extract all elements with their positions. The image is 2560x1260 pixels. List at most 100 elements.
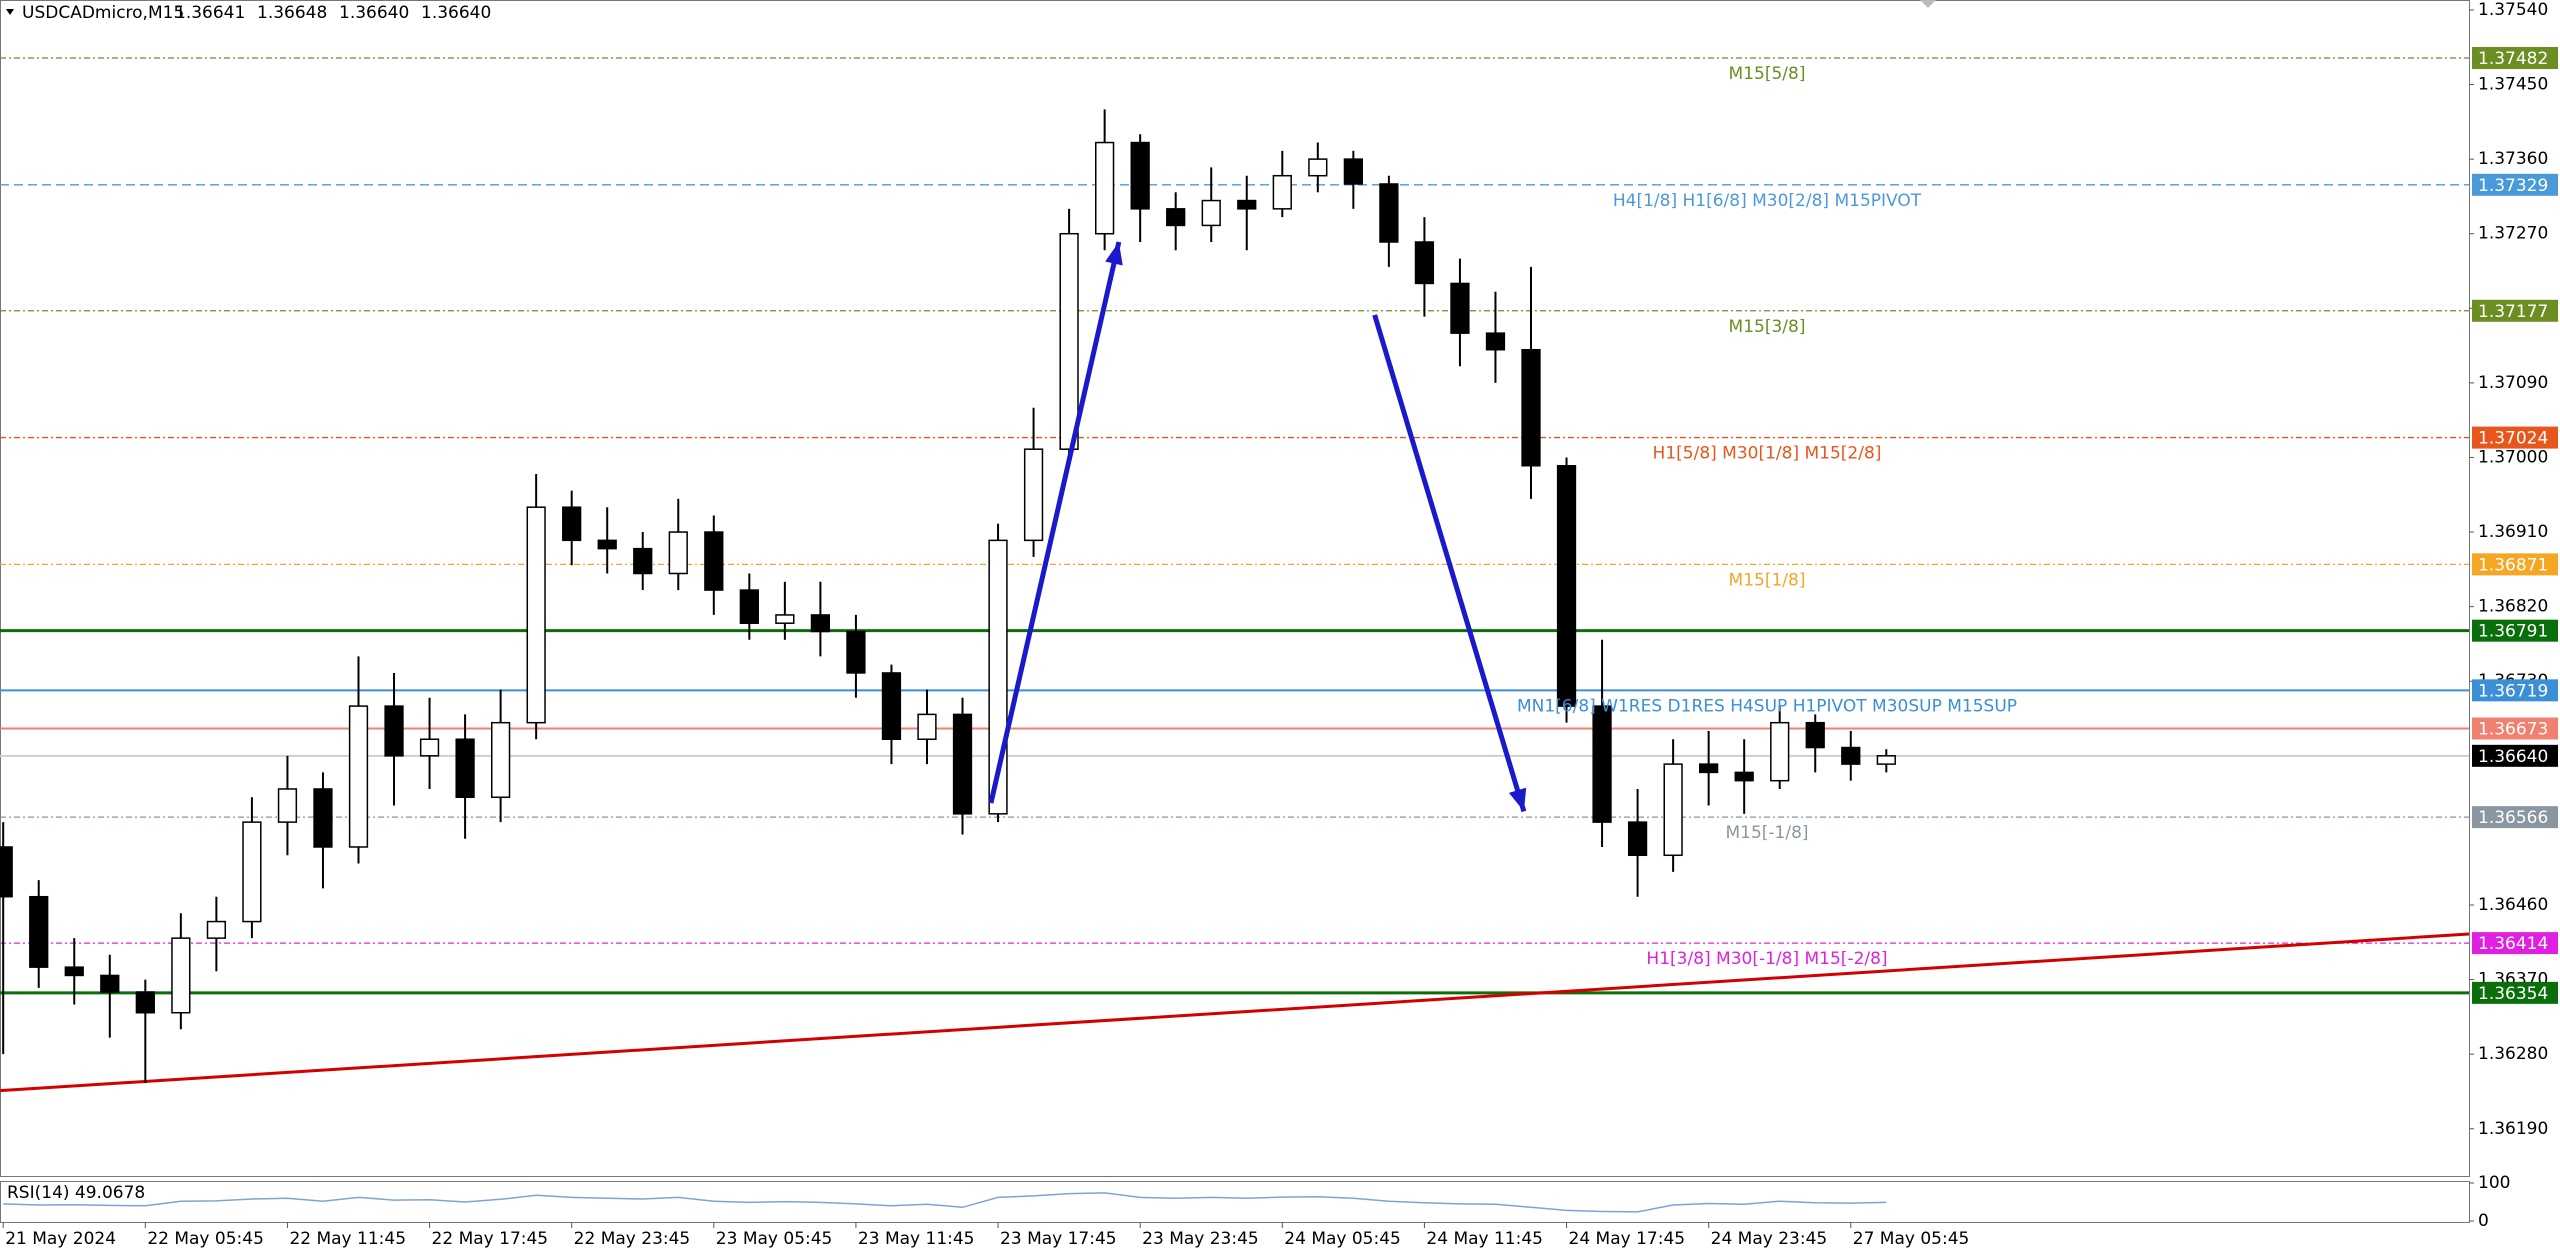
x-tick-label: 22 May 11:45 [289, 1229, 406, 1249]
candle-body [597, 539, 617, 550]
price-box [2472, 47, 2558, 70]
candle-body [1237, 199, 1257, 210]
price-box-label: 1.36871 [2478, 555, 2548, 575]
rsi-tick-label: 0 [2478, 1211, 2489, 1231]
x-tick-label: 24 May 23:45 [1711, 1229, 1828, 1249]
candle-body [739, 589, 759, 624]
price-box [2472, 173, 2558, 196]
level-text: H1[5/8] M30[1/8] M15[2/8] [1653, 444, 1882, 464]
arrow-head [1508, 787, 1527, 812]
menu-triangle [6, 9, 14, 15]
price-box-label: 1.36354 [2478, 984, 2548, 1004]
candle-body [1876, 755, 1896, 765]
candle-body [917, 713, 937, 740]
y-tick-label: 1.36460 [2478, 895, 2548, 915]
candle-body [1450, 282, 1470, 334]
candle-body [313, 788, 333, 848]
candle-body [1201, 199, 1221, 227]
candle-body [1592, 705, 1612, 823]
trendline [0, 932, 2470, 1093]
rsi-line [3, 1192, 1887, 1213]
quote-value: 1.36641 [175, 3, 245, 23]
price-box [2472, 981, 2558, 1004]
candle-body [810, 614, 831, 633]
candle-body [29, 895, 49, 968]
candle-body [562, 506, 582, 542]
x-tick-label: 24 May 11:45 [1426, 1229, 1543, 1249]
price-box [2472, 619, 2558, 642]
candle-body [952, 713, 973, 815]
price-box-label: 1.36673 [2478, 719, 2548, 739]
level-text: M15[1/8] [1729, 570, 1806, 590]
candle-body [277, 788, 298, 823]
candle-body [100, 974, 120, 993]
rsi-frame [0, 1181, 2470, 1223]
candle-body [1663, 763, 1683, 857]
y-tick-label: 1.37540 [2478, 0, 2548, 20]
x-tick-label: 24 May 17:45 [1569, 1229, 1686, 1249]
candle-body [1308, 158, 1328, 177]
candle-body [1059, 232, 1079, 450]
candle-body [1343, 158, 1363, 185]
y-tick-label: 1.36190 [2478, 1119, 2548, 1139]
y-tick-label: 1.37360 [2478, 149, 2548, 169]
price-box [2472, 717, 2558, 740]
candle-body [348, 705, 369, 848]
level-text: H4[1/8] H1[6/8] M30[2/8] M15PIVOT [1613, 191, 1922, 211]
candle-body [1805, 721, 1825, 749]
candle-body [1556, 465, 1577, 707]
candle-body [206, 920, 227, 939]
y-tick-label: 1.36280 [2478, 1044, 2548, 1064]
candle-body [455, 738, 475, 799]
price-box [2472, 553, 2558, 576]
candle-body [242, 821, 262, 923]
candle-body [633, 547, 653, 575]
arrow-head [1105, 241, 1123, 266]
candle-body [1521, 348, 1541, 467]
candle-body [1770, 721, 1790, 782]
candle-body [846, 630, 866, 674]
candle-body [1734, 771, 1754, 782]
rsi-tick-label: 100 [2478, 1173, 2510, 1193]
candle-body [490, 721, 511, 799]
price-box-label: 1.37329 [2478, 176, 2548, 196]
candle-body [1095, 141, 1115, 235]
candle-body [775, 614, 795, 624]
price-box-label: 1.37177 [2478, 302, 2548, 322]
level-text: M15[3/8] [1729, 317, 1806, 337]
level-text: MN1[6/8] W1RES D1RES H4SUP H1PIVOT M30SU… [1517, 696, 2017, 716]
x-tick-label: 22 May 17:45 [432, 1229, 549, 1249]
plot-frame [0, 0, 2470, 1177]
price-box-label: 1.36640 [2478, 747, 2548, 767]
candle-body [384, 705, 404, 757]
quote-value: 1.36648 [257, 3, 327, 23]
x-tick-label: 21 May 2024 [5, 1229, 116, 1249]
candle-body [1699, 763, 1719, 774]
shift-marker [1920, 0, 1936, 8]
candle-body [704, 531, 724, 591]
candle-body [1841, 746, 1861, 765]
arrow [988, 241, 1122, 804]
price-box [2472, 806, 2558, 829]
candle-body [881, 672, 902, 740]
quote-value: 1.36640 [421, 3, 491, 23]
candle-body [1627, 821, 1648, 857]
y-tick-label: 1.37090 [2478, 373, 2548, 393]
candle-body [1379, 183, 1399, 243]
candle-body [419, 738, 440, 757]
candle-body [526, 506, 546, 724]
quote-value: 1.36640 [339, 3, 409, 23]
x-tick-label: 23 May 23:45 [1142, 1229, 1259, 1249]
arrow [1372, 314, 1527, 813]
candle-body [1414, 241, 1435, 285]
x-tick-label: 23 May 05:45 [716, 1229, 833, 1249]
x-tick-label: 23 May 11:45 [858, 1229, 975, 1249]
x-tick-label: 24 May 05:45 [1284, 1229, 1401, 1249]
y-tick-label: 1.37000 [2478, 447, 2548, 467]
level-text: H1[3/8] M30[-1/8] M15[-2/8] [1646, 949, 1887, 969]
candle-body [1166, 208, 1186, 227]
price-box [2472, 426, 2558, 449]
price-box-label: 1.36791 [2478, 622, 2548, 642]
x-tick-label: 22 May 05:45 [147, 1229, 264, 1249]
